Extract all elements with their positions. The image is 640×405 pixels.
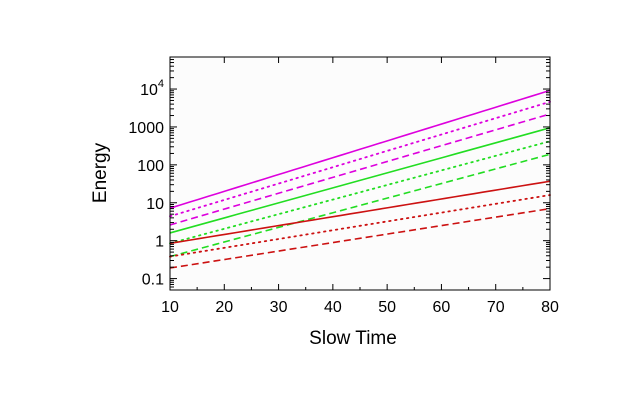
y-tick-label: 104 — [140, 78, 164, 99]
series-line-red-solid — [169, 180, 551, 245]
x-axis: 10 20 30 40 50 60 70 80 — [161, 57, 559, 316]
y-tick-label: 100 — [137, 158, 164, 175]
series-layer — [169, 89, 551, 269]
y-axis: 0.1 1 10 100 1000 104 — [128, 59, 550, 291]
series-line-red-dotted — [169, 194, 551, 258]
series-line-magenta-solid — [169, 89, 551, 209]
plot-area-background — [170, 57, 550, 290]
series-line-magenta-dotted — [169, 100, 551, 218]
series-line-green-dotted — [169, 140, 551, 245]
x-tick-label: 70 — [487, 299, 505, 316]
y-axis-title: Energy — [90, 142, 111, 203]
series-line-green-solid — [169, 127, 551, 234]
x-tick-label: 40 — [324, 299, 342, 316]
x-tick-label: 20 — [215, 299, 233, 316]
x-tick-label: 10 — [161, 299, 179, 316]
y-tick-label: 0.1 — [142, 272, 164, 289]
y-tick-label: 10 — [146, 196, 164, 213]
y-tick-label: 1 — [155, 234, 164, 251]
x-tick-label: 50 — [378, 299, 396, 316]
x-tick-label: 80 — [541, 299, 559, 316]
x-axis-title: Slow Time — [309, 328, 397, 349]
x-tick-label: 30 — [270, 299, 288, 316]
y-tick-label: 1000 — [128, 120, 164, 137]
x-tick-label: 60 — [433, 299, 451, 316]
series-line-red-dashed — [169, 207, 551, 269]
